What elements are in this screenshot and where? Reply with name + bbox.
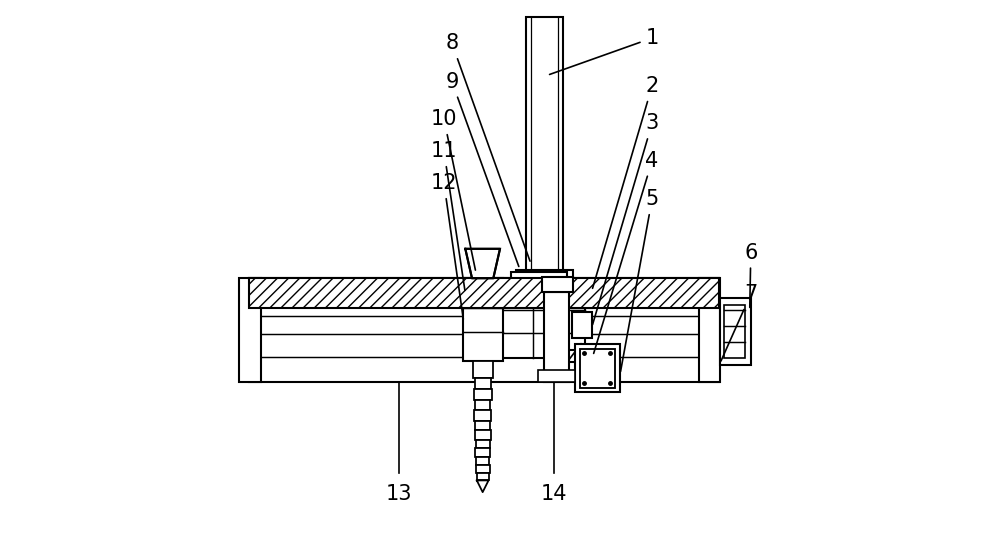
Bar [473,361,493,378]
Bar [477,473,489,480]
Bar [720,298,751,365]
Bar [500,281,585,358]
Text: 7: 7 [721,284,757,361]
Bar [475,430,491,440]
Bar [475,378,491,388]
Bar [476,440,490,448]
Text: 3: 3 [593,113,659,325]
Bar [249,278,719,308]
Bar [542,277,573,292]
Bar [474,388,492,400]
Bar [516,270,573,284]
Text: 10: 10 [431,109,475,270]
Text: 5: 5 [621,189,659,371]
Text: 8: 8 [445,33,530,261]
Text: 2: 2 [593,76,659,288]
Bar [699,278,720,382]
Bar [476,465,490,473]
Text: 9: 9 [445,72,519,266]
Bar [511,272,567,282]
Bar [526,17,563,278]
Bar [580,349,615,387]
Bar [475,448,490,457]
Bar [239,278,261,382]
Bar [475,421,490,430]
Bar [575,344,620,392]
Bar [538,370,575,382]
Text: 14: 14 [541,484,567,505]
Bar [476,457,489,465]
Bar [463,278,503,361]
Text: 1: 1 [550,28,659,74]
Bar [474,410,491,421]
Bar [724,305,745,358]
Bar [475,400,490,410]
Polygon shape [477,480,489,492]
Polygon shape [465,249,500,278]
Text: 12: 12 [431,173,463,319]
Text: 13: 13 [385,484,412,505]
Bar [572,282,592,308]
Bar [249,278,719,382]
Text: 4: 4 [594,151,659,354]
Bar [544,292,569,382]
Text: 6: 6 [744,242,757,308]
Bar [567,350,593,362]
Text: 11: 11 [431,141,465,291]
Bar [572,312,592,338]
